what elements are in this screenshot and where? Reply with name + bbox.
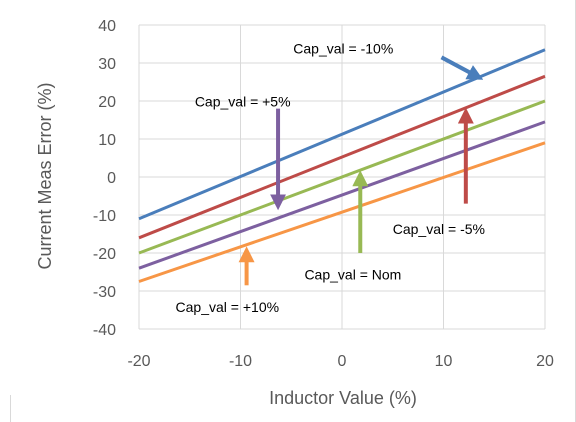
x-tick-label: 20 <box>536 353 554 370</box>
y-axis-label: Current Meas Error (%) <box>35 82 55 269</box>
annotation-label: Cap_val = Nom <box>304 267 401 283</box>
chart-border-left <box>10 395 11 422</box>
y-tick-label: -40 <box>93 322 116 339</box>
y-tick-label: 40 <box>98 18 116 35</box>
annotation-label: Cap_val = +10% <box>176 299 280 315</box>
series-line <box>138 141 546 283</box>
y-tick-label: 30 <box>98 56 116 73</box>
x-tick-label: -10 <box>229 353 252 370</box>
x-tick-label: 10 <box>435 353 453 370</box>
annotation-arrow <box>440 55 484 80</box>
annotation-label: Cap_val = +5% <box>195 94 291 110</box>
annotations-group: Cap_val = -10% Cap_val = +5% Cap_val = -5%… <box>176 41 485 315</box>
series-line <box>138 99 546 255</box>
x-tick-label: -20 <box>127 353 150 370</box>
tick-labels: -40 -30 -20 -10 0 10 20 30 40 -20 -10 0 10 20 <box>93 18 554 370</box>
annotation-label: Cap_val = -5% <box>393 221 485 237</box>
y-tick-label: 10 <box>98 132 116 149</box>
series-line <box>138 74 546 240</box>
annotation-label: Cap_val = -10% <box>293 41 393 57</box>
y-tick-label: -30 <box>93 284 116 301</box>
y-tick-label: 0 <box>107 170 116 187</box>
x-tick-label: 0 <box>338 353 347 370</box>
y-tick-label: 20 <box>98 94 116 111</box>
series-line <box>138 120 546 270</box>
y-tick-label: -10 <box>93 208 116 225</box>
x-axis-label: Inductor Value (%) <box>269 388 417 408</box>
y-tick-label: -20 <box>93 246 116 263</box>
